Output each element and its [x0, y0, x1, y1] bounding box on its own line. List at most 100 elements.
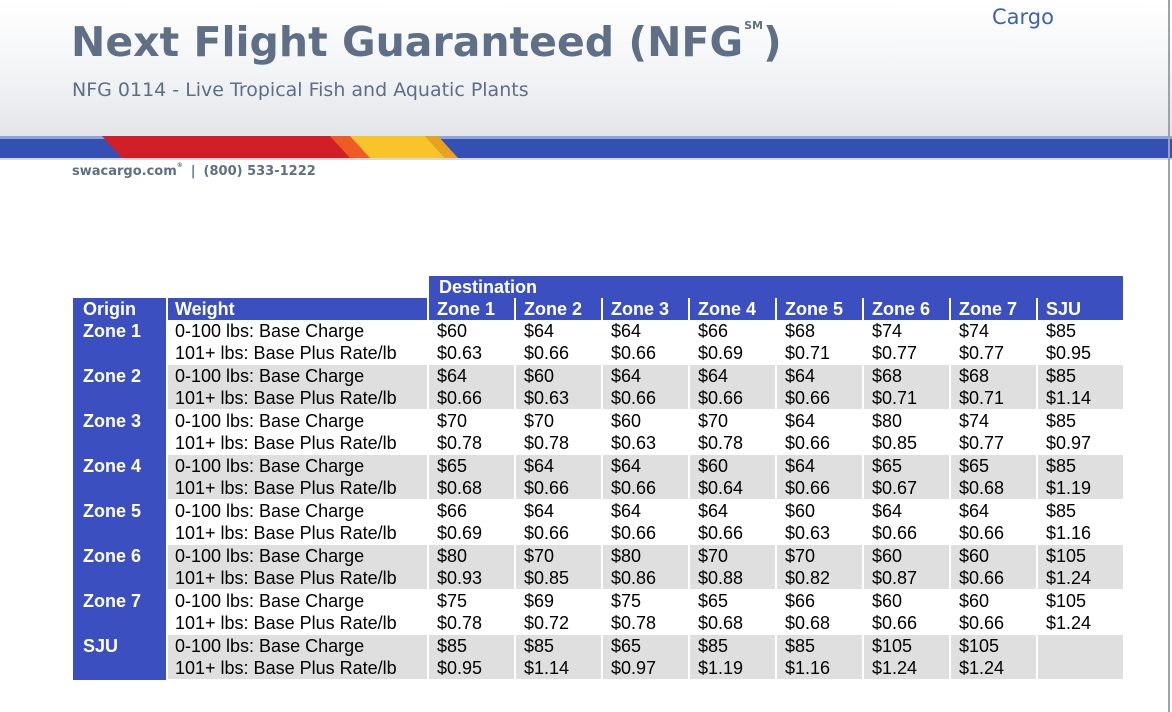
base-charge-cell: $65 [951, 455, 1036, 477]
base-charge-cell: $64 [777, 365, 862, 387]
phone-number: (800) 533-1222 [203, 164, 316, 179]
weight-label-cell: 101+ lbs: Base Plus Rate/lb [168, 432, 427, 455]
base-charge-cell: $64 [524, 501, 555, 521]
rate-per-lb-cell: $0.63 [429, 342, 514, 365]
origin-header: Origin [73, 298, 166, 320]
base-charge-cell: $70 [698, 411, 729, 431]
weight-label-cell: 101+ lbs: Base Plus Rate/lb [168, 477, 427, 500]
rate-per-lb-cell: $0.71 [951, 387, 1036, 410]
rate-per-lb-cell: $0.66 [690, 522, 775, 545]
brand-label: Cargo [992, 5, 1054, 29]
base-charge-cell: $105 [864, 635, 949, 657]
base-charge-cell: $74 [959, 411, 990, 431]
rate-per-lb-cell: $0.66 [603, 387, 688, 410]
rate-per-lb-cell: $0.66 [429, 387, 514, 410]
page-subtitle: NFG 0114 - Live Tropical Fish and Aquati… [72, 79, 529, 101]
orange-ribbon [330, 136, 370, 158]
rate-per-lb-cell: $0.66 [516, 522, 601, 545]
table-row: 101+ lbs: Base Plus Rate/lb $0.63 $0.66 $0.… [73, 342, 1123, 365]
rate-per-lb-cell: $0.66 [777, 387, 862, 410]
rate-per-lb-cell: $0.68 [777, 612, 862, 635]
destination-header-row: Destination [73, 276, 1123, 298]
table-row: 101+ lbs: Base Plus Rate/lb $0.69 $0.66 $0.… [73, 522, 1123, 545]
rate-per-lb-cell: $0.66 [951, 612, 1036, 635]
rate-per-lb-cell: $0.64 [690, 477, 775, 500]
rate-per-lb-cell: $0.86 [603, 567, 688, 590]
contact-separator: | [190, 164, 196, 179]
weight-label-cell: 101+ lbs: Base Plus Rate/lb [168, 522, 427, 545]
base-charge-cell: $65 [698, 591, 729, 611]
base-charge-cell: $68 [785, 321, 816, 341]
rate-per-lb-cell: $0.66 [777, 432, 862, 455]
origin-cell: Zone 7 [73, 590, 166, 635]
base-charge-cell: $60 [437, 321, 468, 341]
gold-ribbon [425, 136, 458, 158]
rate-per-lb-cell: $0.77 [951, 342, 1036, 365]
rate-per-lb-cell: $0.66 [951, 567, 1036, 590]
rate-per-lb-cell: $0.85 [516, 567, 601, 590]
base-charge-cell: $85 [690, 635, 775, 657]
red-ribbon [102, 136, 350, 158]
base-charge-cell: $60 [611, 411, 642, 431]
base-charge-cell: $75 [611, 591, 642, 611]
weight-label-cell: 101+ lbs: Base Plus Rate/lb [168, 567, 427, 590]
rate-per-lb-cell: $0.88 [690, 567, 775, 590]
table-row: Zone 1 0-100 lbs: Base Charge $60 $64 $64 $66… [73, 320, 1123, 365]
base-charge-cell: $64 [611, 501, 642, 521]
base-charge-cell: $105 [1046, 591, 1087, 611]
rate-per-lb-cell: $0.68 [951, 477, 1036, 500]
destination-header: Destination [429, 276, 1123, 298]
rate-per-lb-cell: $0.66 [864, 612, 949, 635]
destination-column-header: Zone 4 [690, 298, 775, 320]
base-charge-cell: $64 [690, 365, 775, 387]
rate-per-lb-cell: $1.24 [1038, 567, 1123, 590]
base-charge-cell: $65 [603, 635, 688, 657]
base-charge-cell: $68 [951, 365, 1036, 387]
base-charge-cell: $70 [690, 545, 775, 567]
rate-per-lb-cell: $0.78 [516, 432, 601, 455]
weight-label-cell: 0-100 lbs: Base Charge [168, 365, 427, 387]
rate-per-lb-cell: $0.66 [864, 522, 949, 545]
weight-label-cell: 101+ lbs: Base Plus Rate/lb [168, 342, 427, 365]
base-charge-cell: $64 [698, 501, 729, 521]
table-row: 101+ lbs: Base Plus Rate/lb $0.93 $0.85 $0.… [73, 567, 1123, 590]
base-charge-cell: $80 [872, 411, 903, 431]
rate-per-lb-cell: $0.72 [516, 612, 601, 635]
base-charge-cell: $66 [698, 321, 729, 341]
rate-per-lb-cell: $1.16 [1038, 522, 1123, 545]
page-title-close: ) [762, 18, 782, 66]
base-charge-cell: $70 [524, 411, 555, 431]
rate-per-lb-cell: $0.77 [864, 342, 949, 365]
rate-per-lb-cell: $0.68 [429, 477, 514, 500]
empty-header-cell [168, 276, 427, 298]
table-row: Zone 5 0-100 lbs: Base Charge $66 $64 $64 $64… [73, 500, 1123, 545]
origin-cell: Zone 6 [73, 545, 166, 590]
base-charge-cell: $64 [872, 501, 903, 521]
weight-label-cell: 101+ lbs: Base Plus Rate/lb [168, 612, 427, 635]
origin-cell: Zone 3 [73, 410, 166, 455]
base-charge-cell: $85 [429, 635, 514, 657]
base-charge-cell: $65 [864, 455, 949, 477]
rate-per-lb-cell: $1.19 [1038, 477, 1123, 500]
rate-per-lb-cell: $1.24 [1038, 612, 1123, 635]
table-row: 101+ lbs: Base Plus Rate/lb $0.66 $0.63 $0.… [73, 387, 1123, 410]
base-charge-cell: $60 [690, 455, 775, 477]
weight-label-cell: 101+ lbs: Base Plus Rate/lb [168, 657, 427, 680]
brand-ribbon [102, 136, 458, 158]
rate-per-lb-cell: $0.68 [690, 612, 775, 635]
rate-per-lb-cell: $0.85 [864, 432, 949, 455]
page-header: Cargo Next Flight Guaranteed (NFGSM) NFG… [0, 0, 1172, 160]
rate-per-lb-cell: $1.19 [690, 657, 775, 680]
website-link[interactable]: swacargo.com [72, 164, 177, 179]
base-charge-cell: $64 [777, 455, 862, 477]
base-charge-cell: $64 [603, 455, 688, 477]
base-charge-cell: $85 [516, 635, 601, 657]
destination-column-header: Zone 2 [516, 298, 601, 320]
base-charge-cell: $64 [429, 365, 514, 387]
rate-table: Destination Origin Weight Zone 1 Zone 2 Zo… [71, 276, 1125, 680]
table-row: Zone 2 0-100 lbs: Base Charge $64 $60 $64 $64… [73, 365, 1123, 410]
rate-per-lb-cell: $0.78 [603, 612, 688, 635]
base-charge-cell: $80 [603, 545, 688, 567]
base-charge-cell: $64 [959, 501, 990, 521]
weight-label-cell: 0-100 lbs: Base Charge [175, 411, 365, 431]
